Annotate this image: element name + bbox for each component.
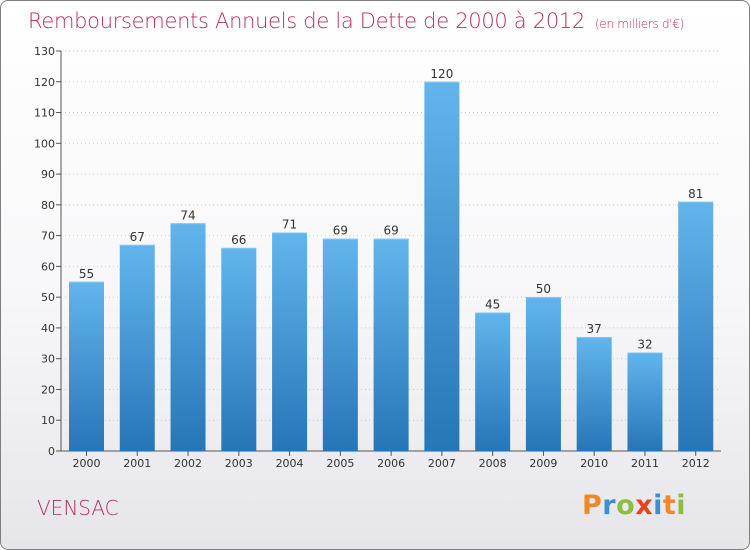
data-label: 120 [430, 67, 453, 81]
y-tick-label: 100 [34, 137, 55, 150]
y-tick-label: 130 [34, 45, 55, 58]
bar-2012 [678, 201, 714, 451]
x-tick-label: 2000 [73, 457, 101, 470]
bar-2000 [69, 281, 104, 451]
data-label: 55 [79, 267, 94, 281]
y-tick-label: 80 [41, 199, 55, 212]
bar-2007 [424, 81, 460, 452]
bar-2003 [221, 247, 257, 451]
bar-2006 [373, 238, 409, 451]
data-label: 69 [383, 224, 398, 238]
x-tick-label: 2005 [326, 457, 354, 470]
chart-title: Remboursements Annuels de la Dette de 20… [28, 9, 684, 33]
x-tick-label: 2011 [631, 457, 659, 470]
x-tick-label: 2010 [580, 457, 608, 470]
logo-letter: i [676, 490, 687, 521]
x-tick-label: 2007 [428, 457, 456, 470]
bar-2001 [119, 244, 155, 451]
bar-2002 [170, 223, 206, 451]
data-label: 66 [231, 233, 246, 247]
data-label: 81 [688, 187, 703, 201]
logo-letter: x [635, 490, 654, 521]
chart-subtitle: (en milliers d'€) [595, 17, 685, 31]
x-tick-label: 2006 [377, 457, 405, 470]
x-tick-label: 2002 [174, 457, 202, 470]
x-tick-label: 2004 [276, 457, 304, 470]
bar-2005 [322, 238, 358, 451]
x-tick-label: 2001 [123, 457, 151, 470]
data-label: 71 [282, 218, 297, 232]
y-tick-label: 90 [41, 168, 55, 181]
bar-2004 [272, 232, 308, 451]
y-tick-label: 120 [34, 76, 55, 89]
logo-letter: o [616, 490, 636, 521]
logo-letter: i [653, 490, 663, 521]
x-tick-label: 2012 [682, 457, 710, 470]
x-tick-label: 2003 [225, 457, 253, 470]
data-label: 37 [587, 322, 602, 336]
x-tick-label: 2008 [479, 457, 507, 470]
bar-2009 [525, 297, 561, 451]
logo-letter: r [602, 490, 617, 521]
data-label: 69 [333, 224, 348, 238]
bars [69, 81, 714, 452]
data-label: 50 [536, 282, 551, 296]
y-tick-label: 30 [41, 353, 55, 366]
bar-2011 [627, 352, 663, 451]
proxiti-logo: Proxiti [582, 490, 686, 521]
chart-title-text: Remboursements Annuels de la Dette de 20… [28, 9, 585, 33]
data-label: 74 [180, 208, 195, 222]
y-tick-label: 0 [48, 445, 55, 458]
data-label: 32 [637, 338, 652, 352]
town-name: VENSAC [37, 496, 119, 520]
x-tick-label: 2009 [529, 457, 557, 470]
logo-letter: P [582, 490, 603, 521]
y-tick-label: 40 [41, 322, 55, 335]
logo-letter: t [662, 490, 677, 521]
data-label: 45 [485, 298, 500, 312]
y-tick-label: 20 [41, 383, 55, 396]
y-tick-label: 70 [41, 230, 55, 243]
data-label: 67 [130, 230, 145, 244]
bar-2008 [475, 312, 511, 451]
y-tick-label: 60 [41, 260, 55, 273]
y-tick-label: 10 [41, 414, 55, 427]
y-tick-label: 110 [34, 107, 55, 120]
y-tick-label: 50 [41, 291, 55, 304]
labels: 0 10 20 30 40 50 60 70 80 90 100 110 120 130 2000 55 200… [34, 45, 710, 470]
bar-2010 [576, 337, 612, 451]
